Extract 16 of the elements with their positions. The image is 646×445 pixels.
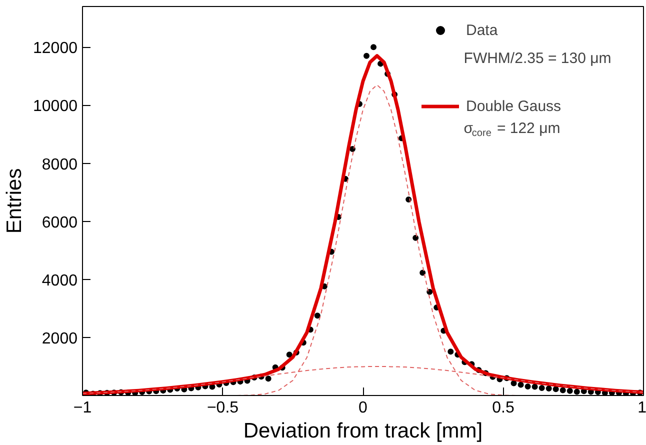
- y-tick-label: 4000: [42, 272, 78, 290]
- y-tick-label: 12000: [33, 40, 78, 58]
- x-tick-label: −0.5: [206, 400, 239, 416]
- annotation: FWHM/2.35 = 130 μm: [464, 50, 612, 67]
- x-axis-title: Deviation from track [mm]: [243, 420, 483, 442]
- x-tick-label: 0.5: [492, 400, 514, 416]
- y-tick-label: 10000: [33, 98, 78, 116]
- x-tick-label: 0: [358, 400, 368, 416]
- y-tick-label: 6000: [42, 214, 78, 232]
- y-tick-label: 2000: [42, 330, 78, 348]
- legend-label: Data: [466, 20, 498, 40]
- y-axis-title: Entries: [3, 168, 26, 234]
- y-tick-label: 8000: [42, 156, 78, 174]
- x-tick-label: 1: [638, 400, 646, 416]
- x-tick-label: −1: [73, 400, 92, 416]
- legend-label: Double Gauss: [466, 96, 562, 116]
